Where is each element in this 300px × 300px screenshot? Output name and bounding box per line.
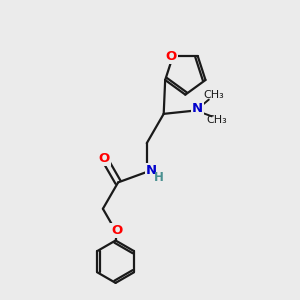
Text: CH₃: CH₃: [207, 115, 227, 125]
Text: CH₃: CH₃: [204, 90, 224, 100]
Text: O: O: [166, 50, 177, 63]
Text: N: N: [146, 164, 157, 177]
Text: H: H: [154, 171, 164, 184]
Text: O: O: [111, 224, 123, 237]
Text: N: N: [192, 103, 203, 116]
Text: O: O: [98, 152, 110, 165]
